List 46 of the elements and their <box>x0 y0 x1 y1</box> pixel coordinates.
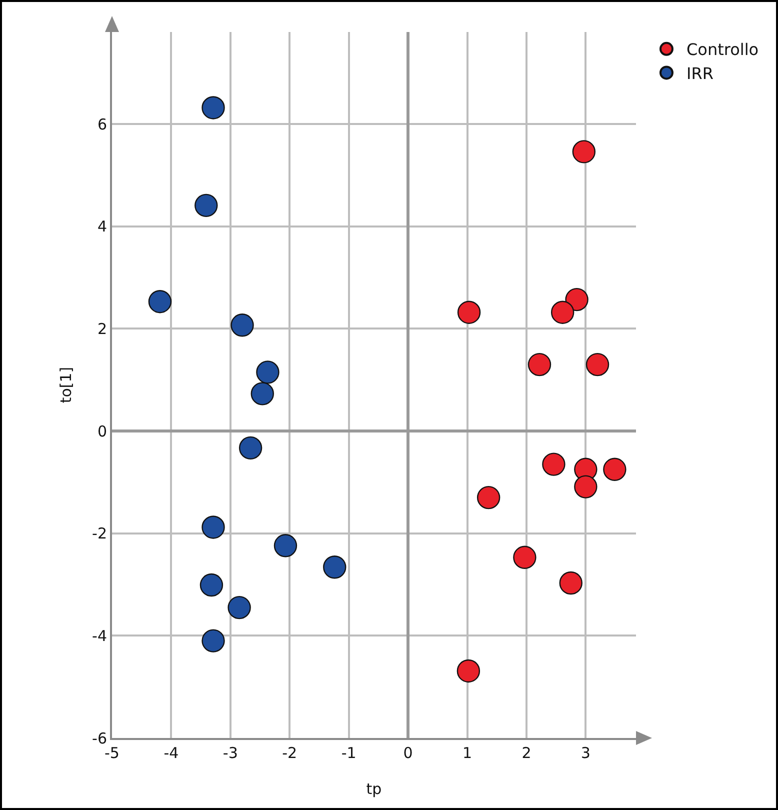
point <box>565 288 588 312</box>
x-tick-label: 0 <box>403 744 413 762</box>
point <box>528 352 552 376</box>
x-tick-label: -2 <box>282 744 298 762</box>
y-tick-label: -6 <box>92 729 107 748</box>
point <box>574 475 598 498</box>
point <box>456 659 480 683</box>
point <box>250 382 274 406</box>
point <box>559 571 582 595</box>
legend-label: Controllo <box>686 40 759 60</box>
y-tick-label: 6 <box>97 115 107 134</box>
point <box>550 300 574 324</box>
point <box>603 458 626 481</box>
y-axis-title: to[1] <box>57 366 75 404</box>
point <box>476 486 500 510</box>
x-tick-label: -3 <box>222 744 238 762</box>
point <box>513 546 536 569</box>
x-tick-label: -5 <box>104 744 120 762</box>
point <box>200 573 224 597</box>
point <box>148 290 172 314</box>
point <box>202 96 225 120</box>
legend-label: IRR <box>686 64 714 83</box>
y-tick-label: 2 <box>97 320 107 338</box>
x-tick-label: -1 <box>341 744 356 762</box>
point <box>228 596 251 620</box>
x-axis-title: tp <box>366 780 382 798</box>
y-tick-label: 0 <box>97 422 107 440</box>
y-tick-label: 4 <box>97 218 107 236</box>
point <box>256 360 280 384</box>
x-tick-label: -4 <box>164 744 179 762</box>
x-tick-label: 3 <box>580 744 590 762</box>
point <box>202 629 225 652</box>
point <box>194 194 218 218</box>
point <box>230 314 254 337</box>
y-tick-label: -2 <box>92 524 107 543</box>
x-tick-label: 2 <box>522 744 532 762</box>
point <box>202 516 225 539</box>
x-tick-label: 1 <box>462 744 472 762</box>
point <box>542 452 566 476</box>
point <box>238 436 262 460</box>
point <box>572 140 596 164</box>
y-tick-label: -4 <box>92 626 107 645</box>
point <box>323 556 346 579</box>
point <box>274 534 298 558</box>
point <box>586 352 610 376</box>
point <box>457 300 481 324</box>
